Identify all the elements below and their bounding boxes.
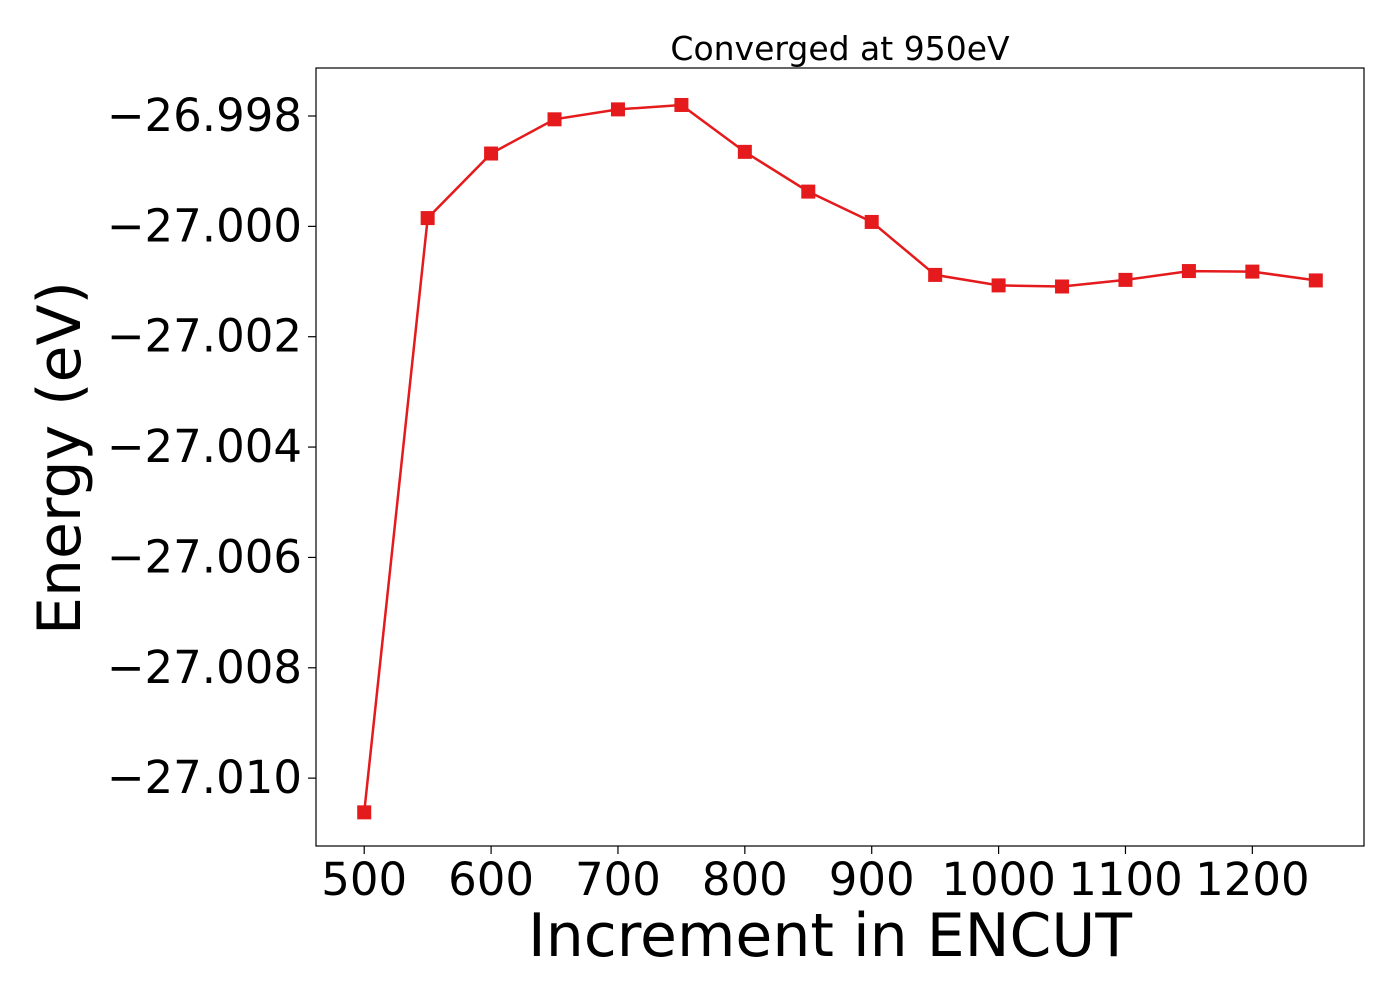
y-tick-label: −27.002 — [107, 310, 302, 363]
data-point — [610, 102, 625, 117]
y-axis: −26.998 −27.000 −27.002 −27.004 −27.006 −27.0… — [107, 89, 316, 804]
x-axis-label: Increment in ENCUT — [528, 901, 1132, 971]
x-tick-label: 500 — [321, 853, 407, 906]
data-point — [928, 267, 943, 282]
x-tick-label: 700 — [575, 853, 661, 906]
data-point — [1245, 264, 1260, 279]
data-point — [1308, 273, 1323, 288]
y-tick-label: −27.008 — [107, 641, 302, 694]
x-tick-label: 1100 — [1068, 853, 1183, 906]
y-tick-label: −27.000 — [107, 199, 302, 252]
x-tick-label: 1000 — [941, 853, 1056, 906]
data-point — [547, 112, 562, 127]
x-tick-label: 1200 — [1195, 853, 1310, 906]
data-point — [357, 805, 372, 820]
data-point — [1055, 279, 1070, 294]
chart-title: Converged at 950eV — [670, 29, 1010, 68]
series-markers — [357, 97, 1323, 820]
data-point — [991, 278, 1006, 293]
data-point — [801, 184, 816, 199]
x-tick-label: 800 — [702, 853, 788, 906]
data-point — [484, 146, 499, 161]
data-point — [674, 97, 689, 112]
x-axis: 500 600 700 800 900 1000 1100 1200 — [321, 846, 1310, 906]
x-tick-label: 900 — [829, 853, 915, 906]
data-point — [737, 144, 752, 159]
y-axis-label: Energy (eV) — [25, 281, 95, 635]
y-tick-label: −27.006 — [107, 530, 302, 583]
data-point — [864, 214, 879, 229]
plot-area-frame — [315, 67, 1365, 847]
data-point — [420, 211, 435, 226]
y-tick-label: −26.998 — [107, 89, 302, 142]
y-tick-label: −27.004 — [107, 420, 302, 473]
data-point — [1118, 272, 1133, 287]
data-point — [1181, 264, 1196, 279]
x-tick-label: 600 — [448, 853, 534, 906]
y-tick-label: −27.010 — [107, 751, 302, 804]
series-line — [362, 103, 1316, 813]
